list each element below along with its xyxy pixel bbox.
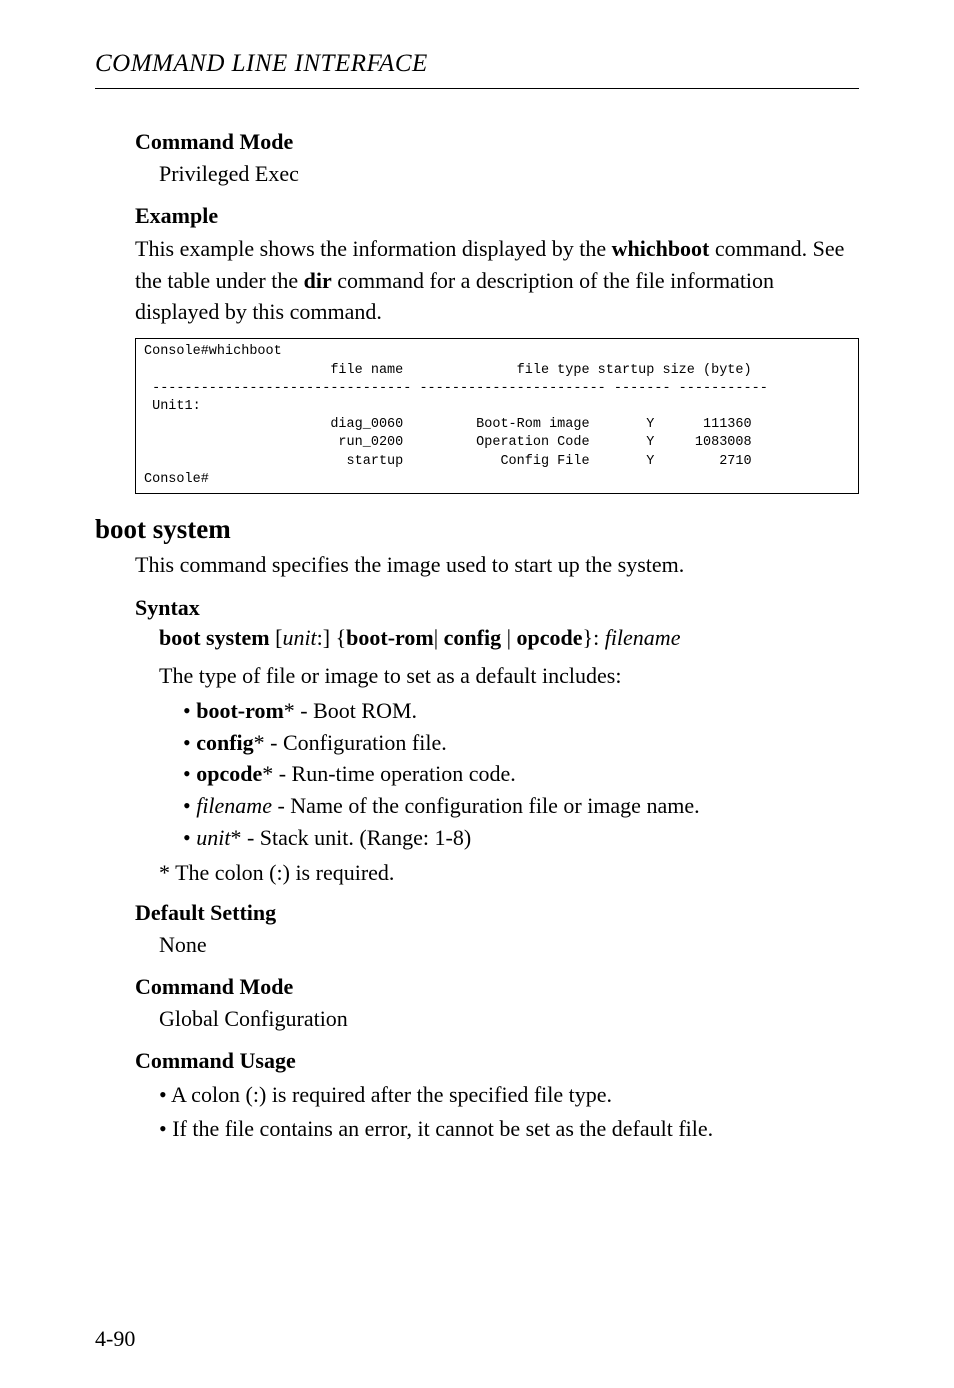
running-head: COMMAND LINE INTERFACE xyxy=(95,50,859,89)
syntax-filename: filename xyxy=(605,625,681,650)
star-note: * The colon (:) is required. xyxy=(159,860,859,886)
text: :] { xyxy=(317,625,347,650)
text: * - Boot ROM. xyxy=(284,698,417,723)
opt-bootrom: boot-rom xyxy=(196,698,284,723)
list-item: config* - Configuration file. xyxy=(183,727,859,759)
text: - Name of the configuration file or imag… xyxy=(272,793,700,818)
syntax-cmd: boot system xyxy=(159,625,270,650)
text: [ xyxy=(270,625,283,650)
page: COMMAND LINE INTERFACE Command Mode Priv… xyxy=(0,0,954,1388)
cmd-dir: dir xyxy=(304,268,332,293)
syntax-unit: unit xyxy=(282,625,316,650)
cmd-whichboot: whichboot xyxy=(612,236,710,261)
list-item: opcode* - Run-time operation code. xyxy=(183,758,859,790)
list-item: unit* - Stack unit. (Range: 1-8) xyxy=(183,822,859,854)
text: | xyxy=(501,625,516,650)
heading-command-usage: Command Usage xyxy=(135,1048,859,1074)
syntax-config: config xyxy=(444,625,501,650)
heading-command-mode-2: Command Mode xyxy=(135,974,859,1000)
text: This example shows the information displ… xyxy=(135,236,612,261)
text: * - Configuration file. xyxy=(254,730,447,755)
text: * - Run-time operation code. xyxy=(262,761,516,786)
heading-default-setting: Default Setting xyxy=(135,900,859,926)
text: }: xyxy=(583,625,605,650)
command-mode-value-1: Privileged Exec xyxy=(159,159,859,189)
list-item: filename - Name of the configuration fil… xyxy=(183,790,859,822)
command-mode-value-2: Global Configuration xyxy=(159,1004,859,1034)
option-list: boot-rom* - Boot ROM. config* - Configur… xyxy=(183,695,859,854)
heading-syntax: Syntax xyxy=(135,595,859,621)
text: | xyxy=(434,625,444,650)
opt-unit: unit xyxy=(196,825,230,850)
page-number: 4-90 xyxy=(95,1326,135,1352)
boot-system-intro: This command specifies the image used to… xyxy=(135,549,859,581)
text: * - Stack unit. (Range: 1-8) xyxy=(230,825,471,850)
opt-filename: filename xyxy=(196,793,272,818)
console-output: Console#whichboot file name file type st… xyxy=(135,338,859,494)
heading-command-mode-1: Command Mode xyxy=(135,129,859,155)
usage-list: A colon (:) is required after the specif… xyxy=(159,1078,859,1146)
syntax-line: boot system [unit:] {boot-rom| config | … xyxy=(159,625,859,651)
opt-config: config xyxy=(196,730,253,755)
list-item: boot-rom* - Boot ROM. xyxy=(183,695,859,727)
list-item: If the file contains an error, it cannot… xyxy=(159,1112,859,1146)
types-intro: The type of file or image to set as a de… xyxy=(159,661,859,691)
opt-opcode: opcode xyxy=(196,761,262,786)
example-intro: This example shows the information displ… xyxy=(135,233,859,329)
heading-boot-system: boot system xyxy=(95,514,859,545)
list-item: A colon (:) is required after the specif… xyxy=(159,1078,859,1112)
default-setting-value: None xyxy=(159,930,859,960)
syntax-opcode: opcode xyxy=(517,625,583,650)
syntax-bootrom: boot-rom xyxy=(346,625,434,650)
heading-example: Example xyxy=(135,203,859,229)
